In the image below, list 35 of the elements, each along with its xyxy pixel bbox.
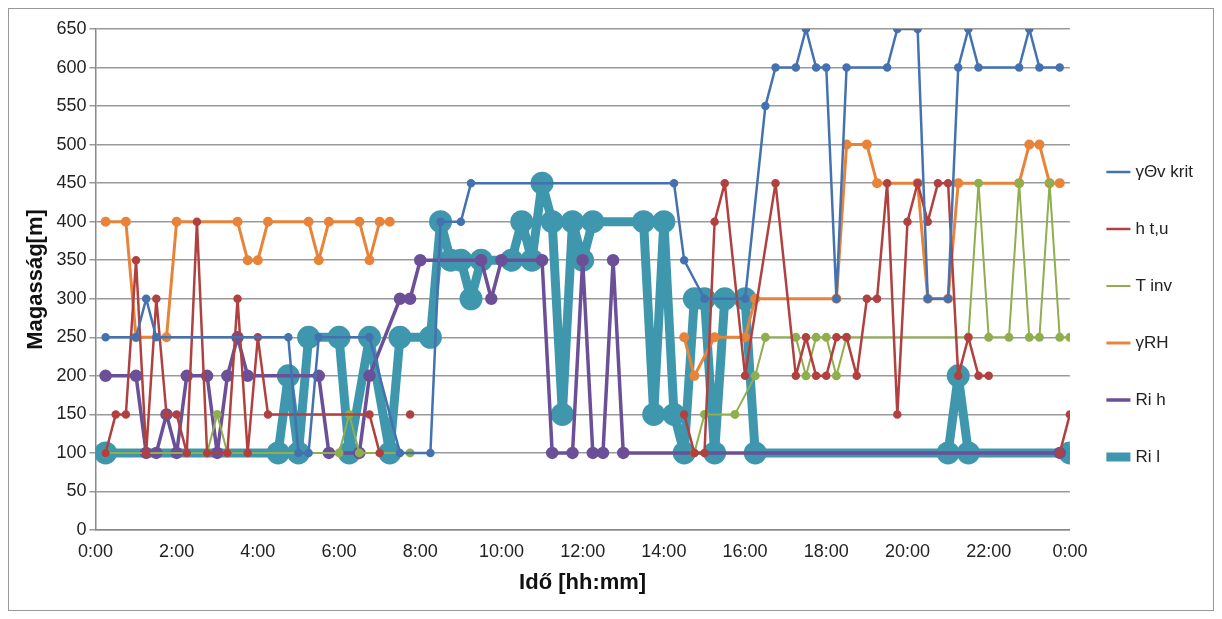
x-tick-label: 14:00 — [641, 540, 687, 561]
x-tick-label: 18:00 — [803, 540, 849, 561]
x-tick-label: 12:00 — [560, 540, 606, 561]
y-tick-label: 300 — [56, 287, 87, 308]
y-tick-label: 150 — [56, 403, 87, 424]
legend-label: h t,u — [1135, 218, 1169, 238]
legend-label: γRH — [1135, 332, 1169, 352]
y-axis-title: Magasság[m] — [22, 209, 48, 350]
y-tick-label: 50 — [66, 480, 87, 501]
x-tick-label: 2:00 — [159, 540, 195, 561]
y-tick-label: 450 — [56, 172, 87, 193]
y-tick-label: 550 — [56, 95, 87, 116]
x-tick-label: 10:00 — [478, 540, 524, 561]
legend-label: γΘv krit — [1135, 161, 1194, 181]
legend-label: Ri l — [1135, 446, 1160, 466]
x-tick-label: 4:00 — [240, 540, 276, 561]
x-tick-label: 6:00 — [321, 540, 357, 561]
y-tick-label: 350 — [56, 249, 87, 270]
y-tick-label: 200 — [56, 364, 87, 385]
x-tick-label: 0:00 — [77, 540, 113, 561]
x-tick-label: 22:00 — [966, 540, 1012, 561]
x-tick-label: 8:00 — [402, 540, 438, 561]
x-axis-title: Idő [hh:mm] — [519, 568, 647, 594]
y-tick-label: 650 — [56, 17, 87, 38]
x-tick-label: 0:00 — [1052, 540, 1088, 561]
legend-label: T inv — [1135, 275, 1173, 295]
y-tick-label: 600 — [56, 56, 87, 77]
y-tick-label: 100 — [56, 441, 87, 462]
y-tick-label: 500 — [56, 133, 87, 154]
y-tick-label: 250 — [56, 326, 87, 347]
y-tick-label: 400 — [56, 210, 87, 231]
legend-label: Ri h — [1135, 389, 1166, 409]
x-tick-label: 20:00 — [884, 540, 931, 561]
y-tick-label: 0 — [76, 518, 87, 539]
x-tick-label: 16:00 — [722, 540, 768, 561]
